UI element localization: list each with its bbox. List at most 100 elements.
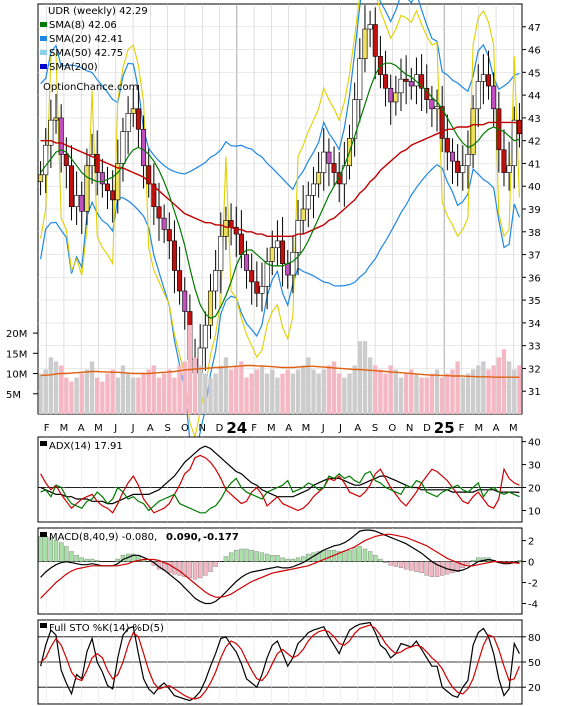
x-tick-label: A xyxy=(354,423,361,434)
x-tick-label: J xyxy=(113,423,117,434)
macd-histogram-bar xyxy=(347,550,352,562)
macd-tick-label: 0 xyxy=(528,558,534,569)
price-tick-label: 33 xyxy=(528,342,541,353)
volume-bar xyxy=(141,373,146,414)
candle-body xyxy=(398,78,404,94)
volume-bar xyxy=(486,369,491,414)
volume-bar xyxy=(38,373,43,414)
adx-series-line-0 xyxy=(40,445,520,505)
candle-body xyxy=(110,190,116,201)
candle-body xyxy=(213,270,219,292)
price-tick-label: 38 xyxy=(528,228,541,239)
macd-histogram-bar xyxy=(362,548,368,562)
volume-bar xyxy=(290,373,296,414)
volume-bar xyxy=(470,369,476,414)
volume-bar xyxy=(208,377,213,414)
x-tick-label: M xyxy=(509,423,518,434)
candle-body xyxy=(156,206,162,219)
x-tick-label: J xyxy=(131,423,135,434)
volume-bar xyxy=(275,377,280,414)
volume-bar xyxy=(429,373,435,414)
x-tick-label: N xyxy=(406,423,413,434)
price-tick-label: 44 xyxy=(528,91,541,102)
adx-series-line-1 xyxy=(40,454,520,514)
volume-bar xyxy=(378,369,383,414)
x-tick-label: 24 xyxy=(226,419,247,437)
volume-bar xyxy=(439,377,445,414)
macd-histogram-bar xyxy=(301,556,306,562)
volume-bar xyxy=(496,357,502,414)
candle-body xyxy=(135,108,141,130)
x-tick-label: 25 xyxy=(434,419,455,437)
volume-bar xyxy=(64,377,69,414)
candle-body xyxy=(465,154,471,167)
candle-body xyxy=(310,183,316,196)
volume-bar xyxy=(512,369,517,414)
macd-histogram-bar xyxy=(95,560,100,562)
macd-histogram-bar xyxy=(198,561,203,579)
candle-body xyxy=(120,131,126,164)
macd-histogram-bar xyxy=(517,560,522,562)
price-tick-label: 47 xyxy=(528,23,541,34)
adx-tick-label: 20 xyxy=(528,484,541,495)
candle-body xyxy=(43,144,49,176)
volume-bar xyxy=(450,369,455,414)
candle-body xyxy=(38,174,44,182)
volume-tick-label: 15M xyxy=(6,349,27,360)
volume-bar xyxy=(306,357,311,414)
volume-bar xyxy=(434,369,440,414)
macd-histogram-bar xyxy=(285,558,290,562)
volume-bar xyxy=(43,369,48,414)
candle-body xyxy=(233,226,239,235)
volume-bar xyxy=(249,373,254,414)
x-tick-label: O xyxy=(388,423,396,434)
candle-body xyxy=(449,151,455,162)
adx-tick-label: 10 xyxy=(528,507,541,518)
candle-body xyxy=(501,149,507,173)
candle-body xyxy=(161,217,167,230)
volume-bar xyxy=(367,357,373,414)
volume-bar xyxy=(419,377,424,414)
candle-body xyxy=(182,290,188,312)
macd-histogram-bar xyxy=(373,555,378,562)
volume-bar xyxy=(352,365,357,414)
legend-label: SMA(8) 42.06 xyxy=(49,20,117,31)
volume-bar xyxy=(491,365,496,414)
candle-body xyxy=(259,286,265,294)
x-tick-label: J xyxy=(338,423,342,434)
candle-body xyxy=(238,233,244,255)
candle-body xyxy=(331,163,337,173)
candle-body xyxy=(357,58,363,100)
volume-bar xyxy=(326,365,332,414)
candle-body xyxy=(393,92,399,103)
macd-histogram-bar xyxy=(74,555,79,562)
adx-panel xyxy=(37,436,523,523)
volume-bar xyxy=(388,365,393,414)
candle-body xyxy=(419,74,425,89)
candle-body xyxy=(491,85,497,110)
volume-bar xyxy=(84,369,90,414)
volume-bar xyxy=(105,373,110,414)
sto-tick-label: 20 xyxy=(528,683,541,694)
macd-histogram-bar xyxy=(187,561,193,579)
macd-tick-label: 2 xyxy=(528,537,534,548)
candle-body xyxy=(115,163,121,201)
legend-label: SMA(20) 42.41 xyxy=(49,34,123,45)
candle-body xyxy=(388,87,394,103)
macd-histogram-bar xyxy=(470,560,476,562)
macd-histogram-bar xyxy=(223,556,229,562)
volume-bar xyxy=(465,373,471,414)
candle-body xyxy=(94,154,100,173)
macd-histogram-bar xyxy=(234,550,239,562)
volume-bar xyxy=(409,369,414,414)
x-tick-label: F xyxy=(44,423,50,434)
volume-bar xyxy=(95,377,100,414)
candle-body xyxy=(285,263,291,276)
volume-bar xyxy=(146,369,151,414)
macd-series-line-1 xyxy=(40,533,520,599)
candle-body xyxy=(249,270,255,283)
candle-body xyxy=(300,208,306,221)
macd-histogram-bar xyxy=(429,561,435,577)
macd-histogram-bar xyxy=(182,561,187,577)
volume-bar xyxy=(58,365,64,414)
